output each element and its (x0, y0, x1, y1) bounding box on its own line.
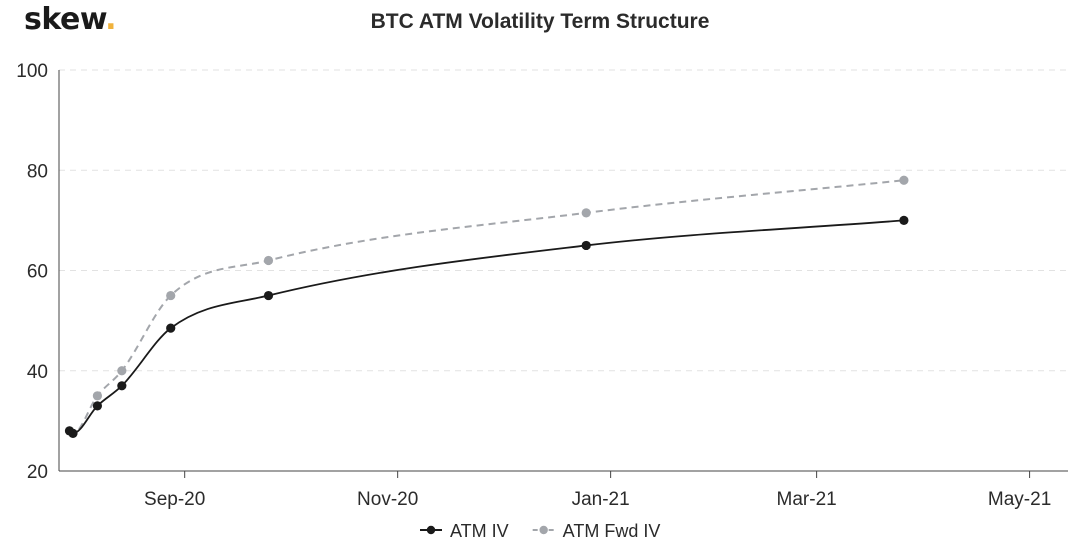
y-tick-label: 100 (16, 61, 48, 82)
axes-layer: 20 40 60 80 100 Sep-20 Nov-20 Jan-21 Mar-21 May-2… (16, 61, 1068, 510)
chart-title: BTC ATM Volatility Term Structure (371, 10, 710, 33)
legend-marker-atm-fwd-iv (539, 525, 548, 535)
data-point-atm-iv (899, 215, 909, 225)
y-tick-label: 40 (27, 362, 48, 383)
x-tick-label: Jan-21 (572, 489, 630, 510)
series-layer (64, 175, 909, 439)
data-point-atm-iv (92, 401, 103, 411)
legend-item-atm-iv: ATM IV (420, 521, 509, 541)
logo-text: skew (24, 2, 106, 37)
x-tick-label: Nov-20 (357, 489, 418, 510)
skew-logo: skew. (24, 2, 117, 37)
x-tick-label: May-21 (988, 489, 1051, 510)
legend-label-atm-fwd-iv: ATM Fwd IV (563, 521, 661, 541)
series-line-atm-iv (68, 219, 904, 435)
data-point-atm-fwd-iv (92, 391, 103, 401)
legend-label-atm-iv: ATM IV (450, 521, 509, 541)
legend-marker-atm-iv (426, 525, 436, 535)
data-point-atm-fwd-iv (581, 208, 591, 218)
data-point-atm-iv (117, 381, 127, 391)
series-line-atm-fwd-iv (68, 179, 905, 435)
y-tick-label: 80 (27, 161, 48, 182)
data-point-atm-fwd-iv (263, 255, 274, 266)
data-point-atm-iv (68, 428, 78, 439)
x-tick-label: Mar-21 (777, 489, 837, 510)
legend-item-atm-fwd-iv: ATM Fwd IV (532, 521, 661, 541)
grid-layer (59, 69, 1068, 372)
data-point-atm-iv (166, 323, 176, 333)
data-point-atm-fwd-iv (899, 175, 909, 185)
y-tick-label: 20 (27, 462, 48, 483)
y-tick-label: 60 (27, 262, 48, 283)
data-point-atm-iv (581, 240, 591, 251)
data-point-atm-iv (263, 290, 274, 301)
data-point-atm-fwd-iv (166, 290, 176, 301)
data-point-atm-fwd-iv (117, 366, 127, 376)
legend: ATM IV ATM Fwd IV (420, 521, 660, 541)
logo-dot: . (105, 2, 117, 37)
x-tick-label: Sep-20 (144, 489, 205, 510)
